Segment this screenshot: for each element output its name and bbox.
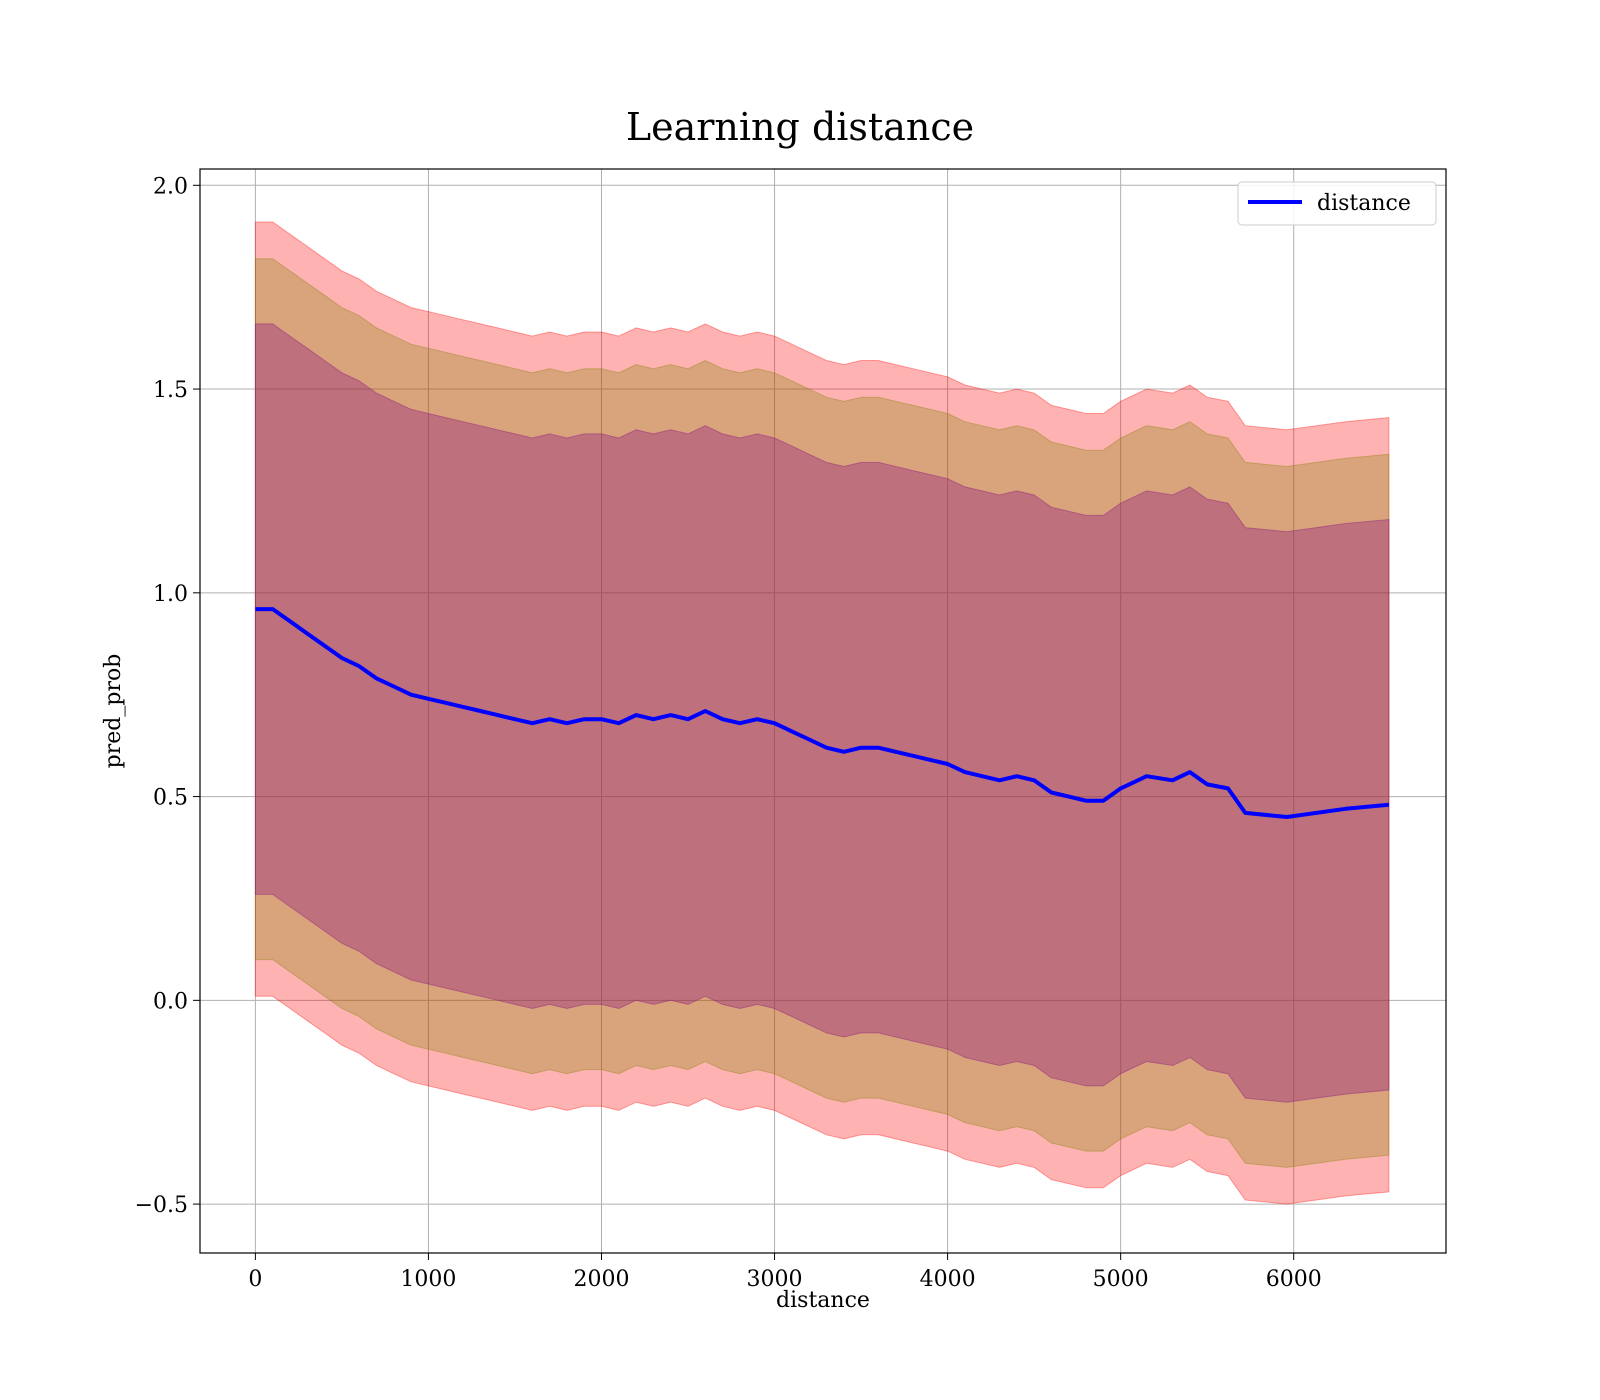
- plot-frame: [199, 168, 1447, 1254]
- y-axis-label: pred_prob: [101, 654, 126, 769]
- series-line-distance: [255, 607, 1390, 819]
- confidence-band-1: [254, 221, 1390, 1205]
- y-tick-label: 1.0: [153, 582, 188, 607]
- band-layer: [254, 221, 1390, 1205]
- y-tick-label: 1.5: [153, 378, 188, 403]
- x-tick-label: 0: [248, 1267, 262, 1292]
- legend-label-distance: distance: [1317, 191, 1411, 216]
- tick-layer: 0 1000 2000 3000 4000 5000 6000 −0.5 0.0 0.5 1.0 1.…: [135, 174, 1322, 1292]
- y-tick-label: 0.5: [153, 786, 188, 811]
- x-tick-label: 4000: [920, 1267, 976, 1292]
- x-tick-label: 3000: [747, 1267, 803, 1292]
- confidence-band-2: [254, 258, 1390, 1168]
- x-tick-label: 6000: [1266, 1267, 1322, 1292]
- y-tick-label: 0.0: [153, 989, 188, 1014]
- legend-box: [1237, 181, 1437, 226]
- x-axis-label: distance: [776, 1288, 870, 1313]
- legend: distance: [1237, 181, 1437, 226]
- y-tick-label: 2.0: [153, 174, 188, 199]
- chart-title: Learning distance: [626, 105, 974, 149]
- x-tick-label: 1000: [400, 1267, 456, 1292]
- line-layer: [255, 607, 1390, 819]
- x-tick-label: 2000: [573, 1267, 629, 1292]
- y-tick-label: −0.5: [135, 1193, 188, 1218]
- confidence-band-3: [254, 323, 1390, 1103]
- x-tick-label: 5000: [1093, 1267, 1149, 1292]
